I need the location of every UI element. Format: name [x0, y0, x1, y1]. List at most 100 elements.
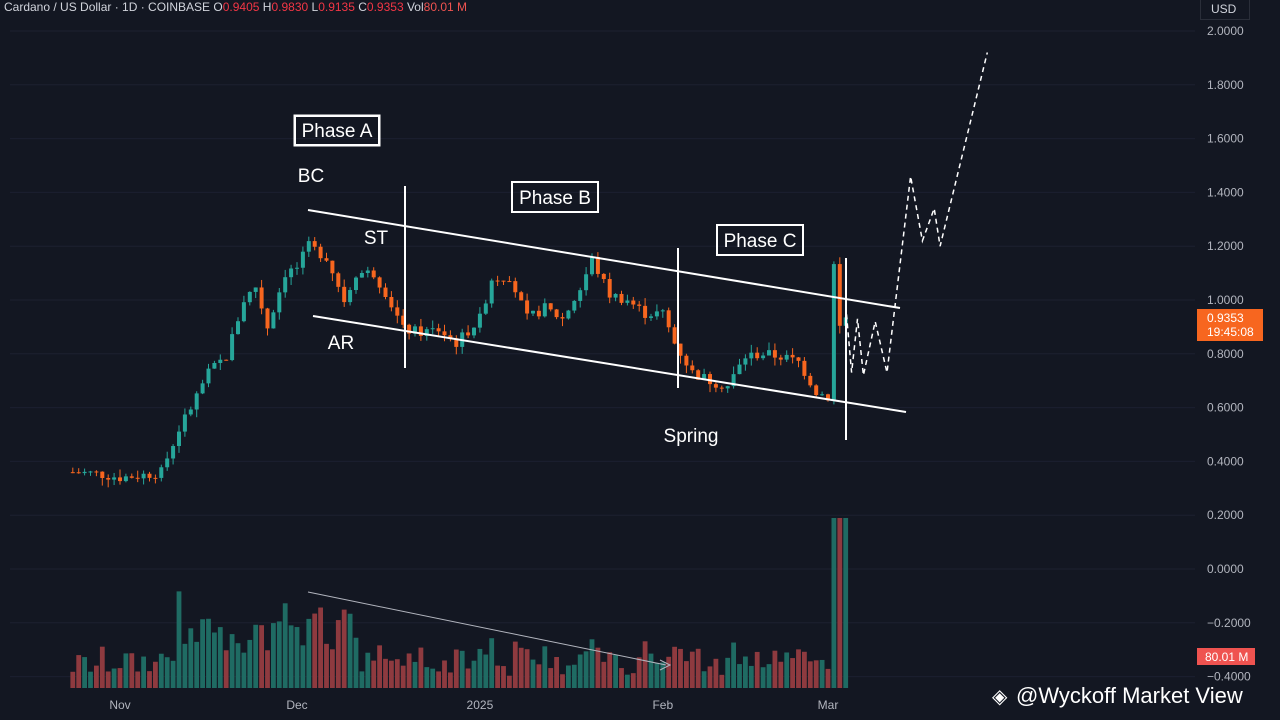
volume-bar: [194, 641, 200, 688]
candle-body: [542, 303, 547, 317]
candle-body: [601, 273, 606, 280]
volume-bar: [672, 646, 677, 688]
volume-bar: [560, 674, 565, 688]
candle-body: [371, 270, 376, 278]
volume-bar: [784, 652, 790, 688]
channel-upper-line: [307, 209, 901, 309]
volume-bar: [247, 639, 253, 688]
volume-bar: [341, 609, 347, 688]
price-tick-label: 1.4000: [1207, 185, 1244, 199]
volume-bar: [253, 624, 259, 688]
volume-bar: [601, 661, 607, 688]
volume-bar: [648, 653, 654, 688]
candle-body: [354, 277, 358, 291]
volume-bar: [294, 627, 300, 688]
candle-body: [153, 477, 158, 479]
bc-label: BC: [298, 166, 324, 187]
candle-body: [454, 338, 459, 347]
volume-bar: [170, 660, 176, 688]
volume-bar: [158, 653, 164, 688]
volume-bar: [760, 667, 766, 688]
volume-bar: [141, 656, 146, 688]
volume-bar: [802, 651, 807, 688]
volume-bar: [595, 647, 601, 688]
time-axis[interactable]: Nov Dec 2025 Feb Mar: [109, 698, 838, 712]
candle-body: [395, 307, 400, 316]
candle-body: [501, 280, 506, 282]
candle-body: [318, 246, 323, 259]
time-tick-label: 2025: [467, 698, 494, 712]
volume-bar: [223, 650, 229, 688]
volume-bar: [377, 645, 382, 688]
candle-body: [401, 315, 406, 325]
candle-body: [837, 264, 842, 326]
candle-body: [100, 471, 105, 478]
candle-body: [536, 310, 541, 317]
price-tick-label: 1.6000: [1207, 132, 1244, 146]
close-label: C: [358, 0, 367, 14]
price-tick-label: 2.0000: [1207, 24, 1244, 38]
candle-body: [247, 291, 252, 303]
volume-bar: [82, 657, 87, 688]
candle-body: [336, 273, 341, 287]
time-tick-label: Nov: [109, 698, 130, 712]
volume-bar: [566, 665, 571, 688]
candle-body: [678, 343, 683, 356]
candle-body: [625, 300, 630, 303]
volume-bar: [778, 661, 784, 688]
volume-bar: [436, 671, 441, 688]
price-tick-label: 1.2000: [1207, 239, 1244, 253]
volume-bar: [88, 671, 93, 688]
channel-lower-line: [312, 315, 907, 413]
volume-bar: [324, 643, 329, 688]
watermark-text: @Wyckoff Market View: [1016, 683, 1243, 708]
volume-bar: [571, 664, 577, 688]
binance-logo-icon: ◈: [992, 686, 1008, 708]
volume-trendline: [307, 591, 667, 666]
candle-body: [483, 303, 488, 314]
candle-body: [200, 383, 205, 394]
candle-body: [218, 359, 223, 363]
candle-body: [684, 355, 689, 366]
currency-selector[interactable]: USD: [1200, 0, 1250, 20]
volume-bar: [276, 621, 282, 688]
candle-body: [772, 350, 777, 358]
candle-body: [76, 472, 81, 474]
volume-bar: [389, 660, 394, 688]
volume-bar: [583, 651, 589, 688]
candle-body: [743, 358, 748, 365]
candle-body: [578, 290, 583, 301]
candle-body: [713, 384, 718, 388]
volume-bar: [400, 665, 406, 688]
symbol-title[interactable]: Cardano / US Dollar · 1D · COINBASE: [4, 0, 211, 14]
candle-body: [466, 332, 471, 336]
volume-bar: [371, 660, 377, 688]
candle-body: [118, 477, 122, 482]
phase-a-box: Phase A: [293, 114, 381, 147]
volume-bar: [306, 618, 312, 688]
price-axis[interactable]: 2.0000 1.8000 1.6000 1.4000 1.2000 1.0000 0.80…: [1207, 24, 1251, 684]
time-tick-label: Feb: [652, 698, 673, 712]
volume-bar: [129, 653, 135, 688]
volume-bar: [843, 518, 849, 688]
candle-body: [525, 300, 530, 314]
price-tick-label: 0.2000: [1207, 508, 1244, 522]
candle-body: [324, 258, 329, 261]
volume-bar: [636, 657, 642, 688]
candle-body: [513, 281, 518, 293]
candle-body: [194, 393, 199, 410]
candle-body: [826, 394, 830, 401]
volume-bar: [501, 666, 506, 688]
candle-body: [477, 313, 482, 328]
volume-bar: [318, 607, 323, 688]
phase-c-label: Phase C: [724, 231, 797, 252]
candle-body: [737, 364, 742, 375]
volume-bar: [689, 651, 695, 688]
volume-bar: [766, 664, 772, 688]
candle-body: [289, 268, 294, 278]
candles: [70, 236, 848, 488]
candle-body: [277, 292, 282, 313]
candle-body: [702, 374, 707, 380]
candle-body: [265, 308, 270, 329]
